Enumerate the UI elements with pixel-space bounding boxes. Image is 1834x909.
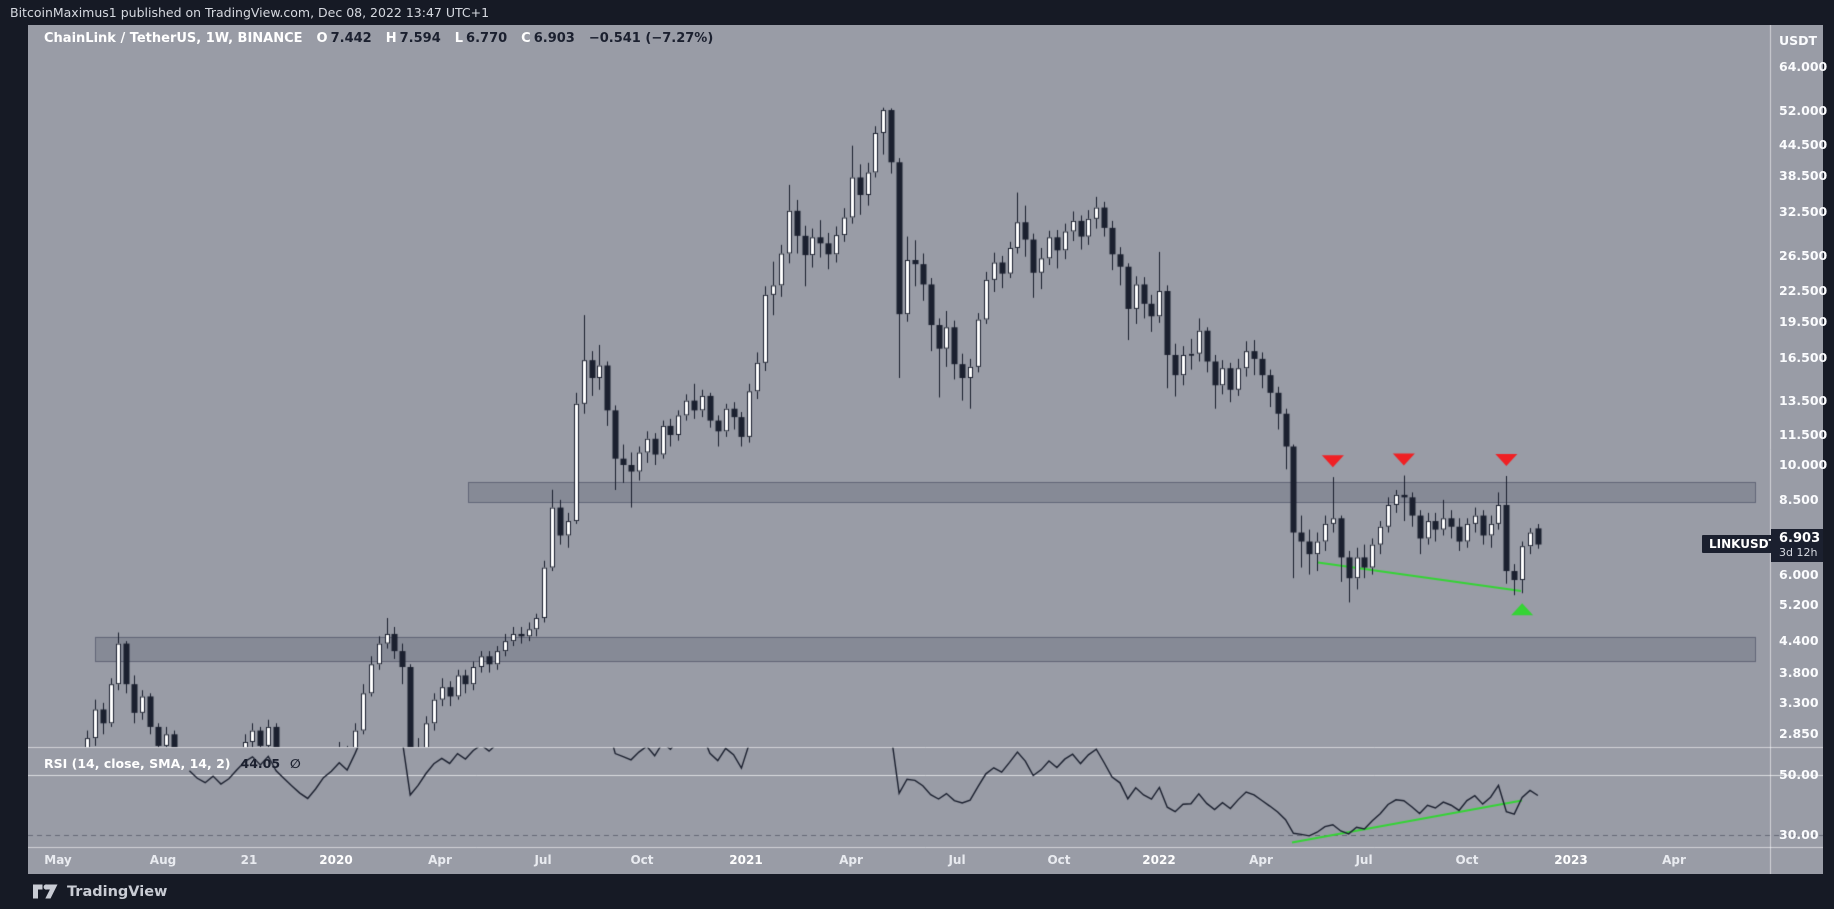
time-tick-label: 21	[240, 853, 258, 867]
chart-canvas[interactable]	[28, 25, 1823, 874]
rsi-title[interactable]: RSI (14, close, SMA, 14, 2)	[44, 755, 231, 771]
last-price: 6.903	[1779, 530, 1821, 546]
open-value: 7.442	[330, 30, 372, 46]
price-tick-label: 10.000	[1779, 457, 1828, 472]
rsi-legend: RSI (14, close, SMA, 14, 2) 44.05 ∅	[44, 755, 301, 771]
time-tick-label: 2022	[1142, 853, 1176, 867]
time-tick-label: Jul	[534, 853, 552, 867]
price-tick-label: 5.200	[1779, 597, 1819, 613]
tradingview-logo-icon[interactable]	[33, 883, 58, 900]
price-tick-label: 26.500	[1779, 247, 1828, 263]
price-tick-label: 22.500	[1779, 283, 1828, 299]
price-tick-label: 44.500	[1779, 136, 1828, 152]
ohlc-open: O 7.442	[317, 31, 372, 46]
price-tick-label: 3.800	[1779, 664, 1819, 680]
close-label: C	[521, 30, 531, 46]
time-tick-label: May	[44, 853, 72, 867]
change-value: −0.541 (−7.27%)	[588, 30, 714, 46]
rsi-tick-30: 30.00	[1779, 827, 1819, 842]
price-tick-label: 4.400	[1779, 633, 1819, 649]
time-tick-label: Apr	[428, 853, 452, 867]
price-tick-label: 2.850	[1779, 726, 1819, 742]
low-label: L	[454, 30, 464, 46]
symbol-price-label: LINKUSDT	[1702, 534, 1784, 553]
price-tick-label: 64.000	[1779, 58, 1828, 74]
time-tick-label: Apr	[1249, 853, 1273, 867]
ohlc-high: H 7.594	[386, 31, 441, 46]
low-value: 6.770	[466, 30, 508, 46]
time-tick-label: 2023	[1554, 853, 1588, 867]
footer-brand[interactable]: TradingView	[67, 883, 168, 900]
time-tick-label: Oct	[630, 853, 654, 867]
time-tick-label: Jul	[1355, 853, 1373, 867]
open-label: O	[316, 30, 328, 46]
rsi-tick-50: 50.00	[1779, 767, 1819, 782]
price-tick-label: 32.500	[1779, 204, 1828, 220]
time-tick-label: Apr	[839, 853, 863, 867]
symbol-title[interactable]: ChainLink / TetherUS, 1W, BINANCE	[44, 30, 303, 46]
price-tick-label: 11.500	[1779, 427, 1828, 442]
rsi-value: 44.05	[240, 755, 281, 771]
ohlc-close: C 6.903	[521, 31, 575, 46]
high-label: H	[385, 30, 397, 46]
time-tick-label: Jul	[948, 853, 966, 867]
footer-bar: TradingView	[0, 874, 1834, 909]
chart-legend: ChainLink / TetherUS, 1W, BINANCE O 7.44…	[44, 29, 713, 47]
chart-surface[interactable]: ChainLink / TetherUS, 1W, BINANCE O 7.44…	[28, 25, 1823, 874]
price-tick-label: 8.500	[1779, 491, 1819, 507]
price-tick-label: 16.500	[1779, 349, 1828, 365]
ohlc-low: L 6.770	[455, 31, 507, 46]
price-tick-label: 52.000	[1779, 103, 1828, 119]
price-tick-label: 13.500	[1779, 392, 1828, 408]
currency-label: USDT	[1779, 33, 1818, 48]
price-tick-label: 38.500	[1779, 167, 1828, 183]
publication-bar: BitcoinMaximus1 published on TradingView…	[0, 0, 1834, 25]
rsi-hidden-value-icon: ∅	[290, 755, 301, 771]
last-price-badge: 6.903 3d 12h	[1771, 528, 1823, 562]
price-tick-label: 6.000	[1779, 566, 1819, 582]
time-tick-label: 2021	[729, 853, 763, 867]
high-value: 7.594	[399, 30, 441, 46]
price-tick-label: 3.300	[1779, 694, 1819, 710]
time-tick-label: Oct	[1455, 853, 1479, 867]
publication-text: BitcoinMaximus1 published on TradingView…	[10, 5, 490, 20]
close-value: 6.903	[533, 30, 575, 46]
time-tick-label: Aug	[149, 853, 177, 867]
time-tick-label: Oct	[1047, 853, 1071, 867]
bar-countdown: 3d 12h	[1779, 545, 1818, 559]
time-tick-label: Apr	[1662, 853, 1686, 867]
time-tick-label: 2020	[319, 853, 353, 867]
price-tick-label: 19.500	[1779, 313, 1828, 329]
